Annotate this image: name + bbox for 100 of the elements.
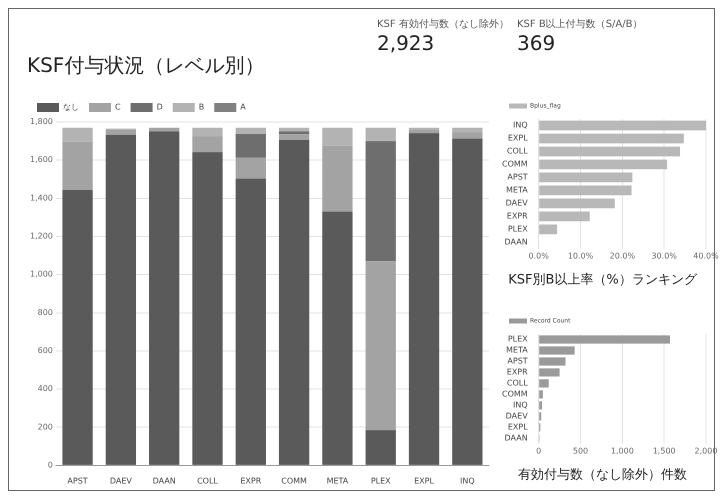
y-tick-label: META (506, 346, 528, 355)
bar (192, 152, 223, 465)
bar (539, 401, 542, 410)
x-tick-label: 0 (536, 446, 542, 456)
y-tick-label: APST (507, 172, 528, 182)
y-tick-label: EXPR (506, 368, 528, 377)
y-tick-label: 200 (38, 422, 53, 432)
bar (278, 140, 310, 465)
x-tick-label: 500 (572, 446, 588, 456)
bar (278, 134, 310, 140)
y-tick-label: PLEX (508, 334, 528, 344)
y-tick-label: INQ (513, 400, 528, 410)
y-tick-label: 1,000 (30, 270, 53, 279)
bar (366, 261, 396, 430)
bar (236, 134, 266, 158)
legend-label: B (198, 102, 204, 112)
bar (322, 146, 353, 212)
bar (62, 128, 93, 142)
bar (539, 134, 684, 144)
y-tick-label: EXPL (508, 134, 528, 143)
y-tick-label: EXPR (506, 211, 528, 220)
bar (539, 120, 706, 130)
text: KSF B以上付与数（S/A/B） (517, 18, 644, 31)
y-tick-label: DAEV (506, 198, 528, 208)
bar (278, 128, 310, 132)
x-tick-label: 30.0% (651, 252, 678, 261)
text: 369 (517, 31, 556, 55)
bar (539, 368, 560, 377)
x-tick-label: 10.0% (568, 252, 594, 261)
y-tick-label: 400 (38, 384, 53, 394)
bar (149, 128, 180, 132)
x-tick-label: 1,500 (652, 446, 676, 456)
y-tick-label: INQ (513, 120, 528, 130)
text: 有効付与数（なし除外）件数 (518, 468, 687, 483)
bar (539, 211, 590, 222)
bar (539, 346, 575, 355)
y-tick-label: COMM (502, 389, 528, 398)
y-tick-label: COLL (506, 146, 528, 156)
bar (452, 138, 483, 465)
x-tick-label: META (326, 476, 349, 486)
bar (452, 132, 483, 139)
bar (452, 128, 483, 132)
bar (366, 128, 396, 142)
bar (539, 146, 680, 156)
bar (539, 172, 632, 182)
bar (539, 224, 558, 234)
bar (106, 130, 136, 135)
bar (539, 335, 670, 344)
x-tick-label: 0.0% (528, 252, 550, 261)
bar (322, 128, 353, 146)
y-tick-label: COLL (506, 378, 528, 388)
bar (236, 178, 266, 465)
y-tick-label: DAAN (504, 237, 528, 246)
bar (278, 132, 310, 134)
x-tick-label: EXPR (240, 476, 262, 486)
x-tick-label: 1,000 (610, 446, 634, 456)
legend-label: なし (63, 102, 79, 112)
bar (62, 190, 93, 465)
bar (539, 160, 668, 170)
bar (366, 141, 396, 262)
bar (539, 186, 632, 196)
y-tick-label: COMM (502, 160, 528, 169)
x-tick-label: COLL (197, 476, 218, 486)
x-tick-label: APST (67, 476, 88, 486)
y-tick-label: 1,800 (30, 117, 53, 126)
bar (149, 131, 180, 465)
legend-label: A (240, 102, 246, 112)
bar (192, 128, 223, 136)
y-tick-label: 0 (48, 460, 53, 470)
y-tick-label: DAAN (504, 433, 528, 442)
x-tick-label: 20.0% (610, 252, 636, 261)
y-tick-label: DAEV (506, 411, 528, 420)
bar (322, 212, 353, 465)
bar (539, 390, 543, 399)
y-tick-label: 1,600 (30, 155, 53, 164)
y-tick-label: EXPL (508, 422, 528, 432)
text: 2,923 (377, 31, 436, 55)
legend-label: D (156, 102, 163, 112)
text: KSF 有効付与数（なし除外） (377, 18, 510, 31)
bar (62, 142, 93, 190)
y-tick-label: APST (507, 356, 528, 366)
x-tick-label: DAEV (110, 476, 132, 486)
bar (236, 128, 266, 134)
text: KSF別B以上率（%）ランキング (508, 272, 698, 288)
y-tick-label: PLEX (508, 224, 528, 234)
chart-title: KSF付与状況（レベル別） (27, 53, 264, 78)
y-tick-label: 1,200 (30, 232, 53, 241)
y-tick-label: 600 (38, 346, 53, 356)
y-tick-label: META (506, 185, 528, 194)
legend-label: C (115, 102, 121, 112)
bar (539, 379, 549, 388)
bar (408, 133, 440, 465)
bar (106, 134, 136, 465)
bar (539, 198, 615, 208)
x-tick-label: PLEX (370, 476, 392, 486)
x-tick-label: INQ (460, 476, 475, 486)
bar (408, 130, 440, 134)
y-tick-label: 1,400 (30, 193, 53, 202)
y-tick-label: 800 (38, 308, 53, 317)
x-tick-label: EXPL (414, 476, 434, 486)
